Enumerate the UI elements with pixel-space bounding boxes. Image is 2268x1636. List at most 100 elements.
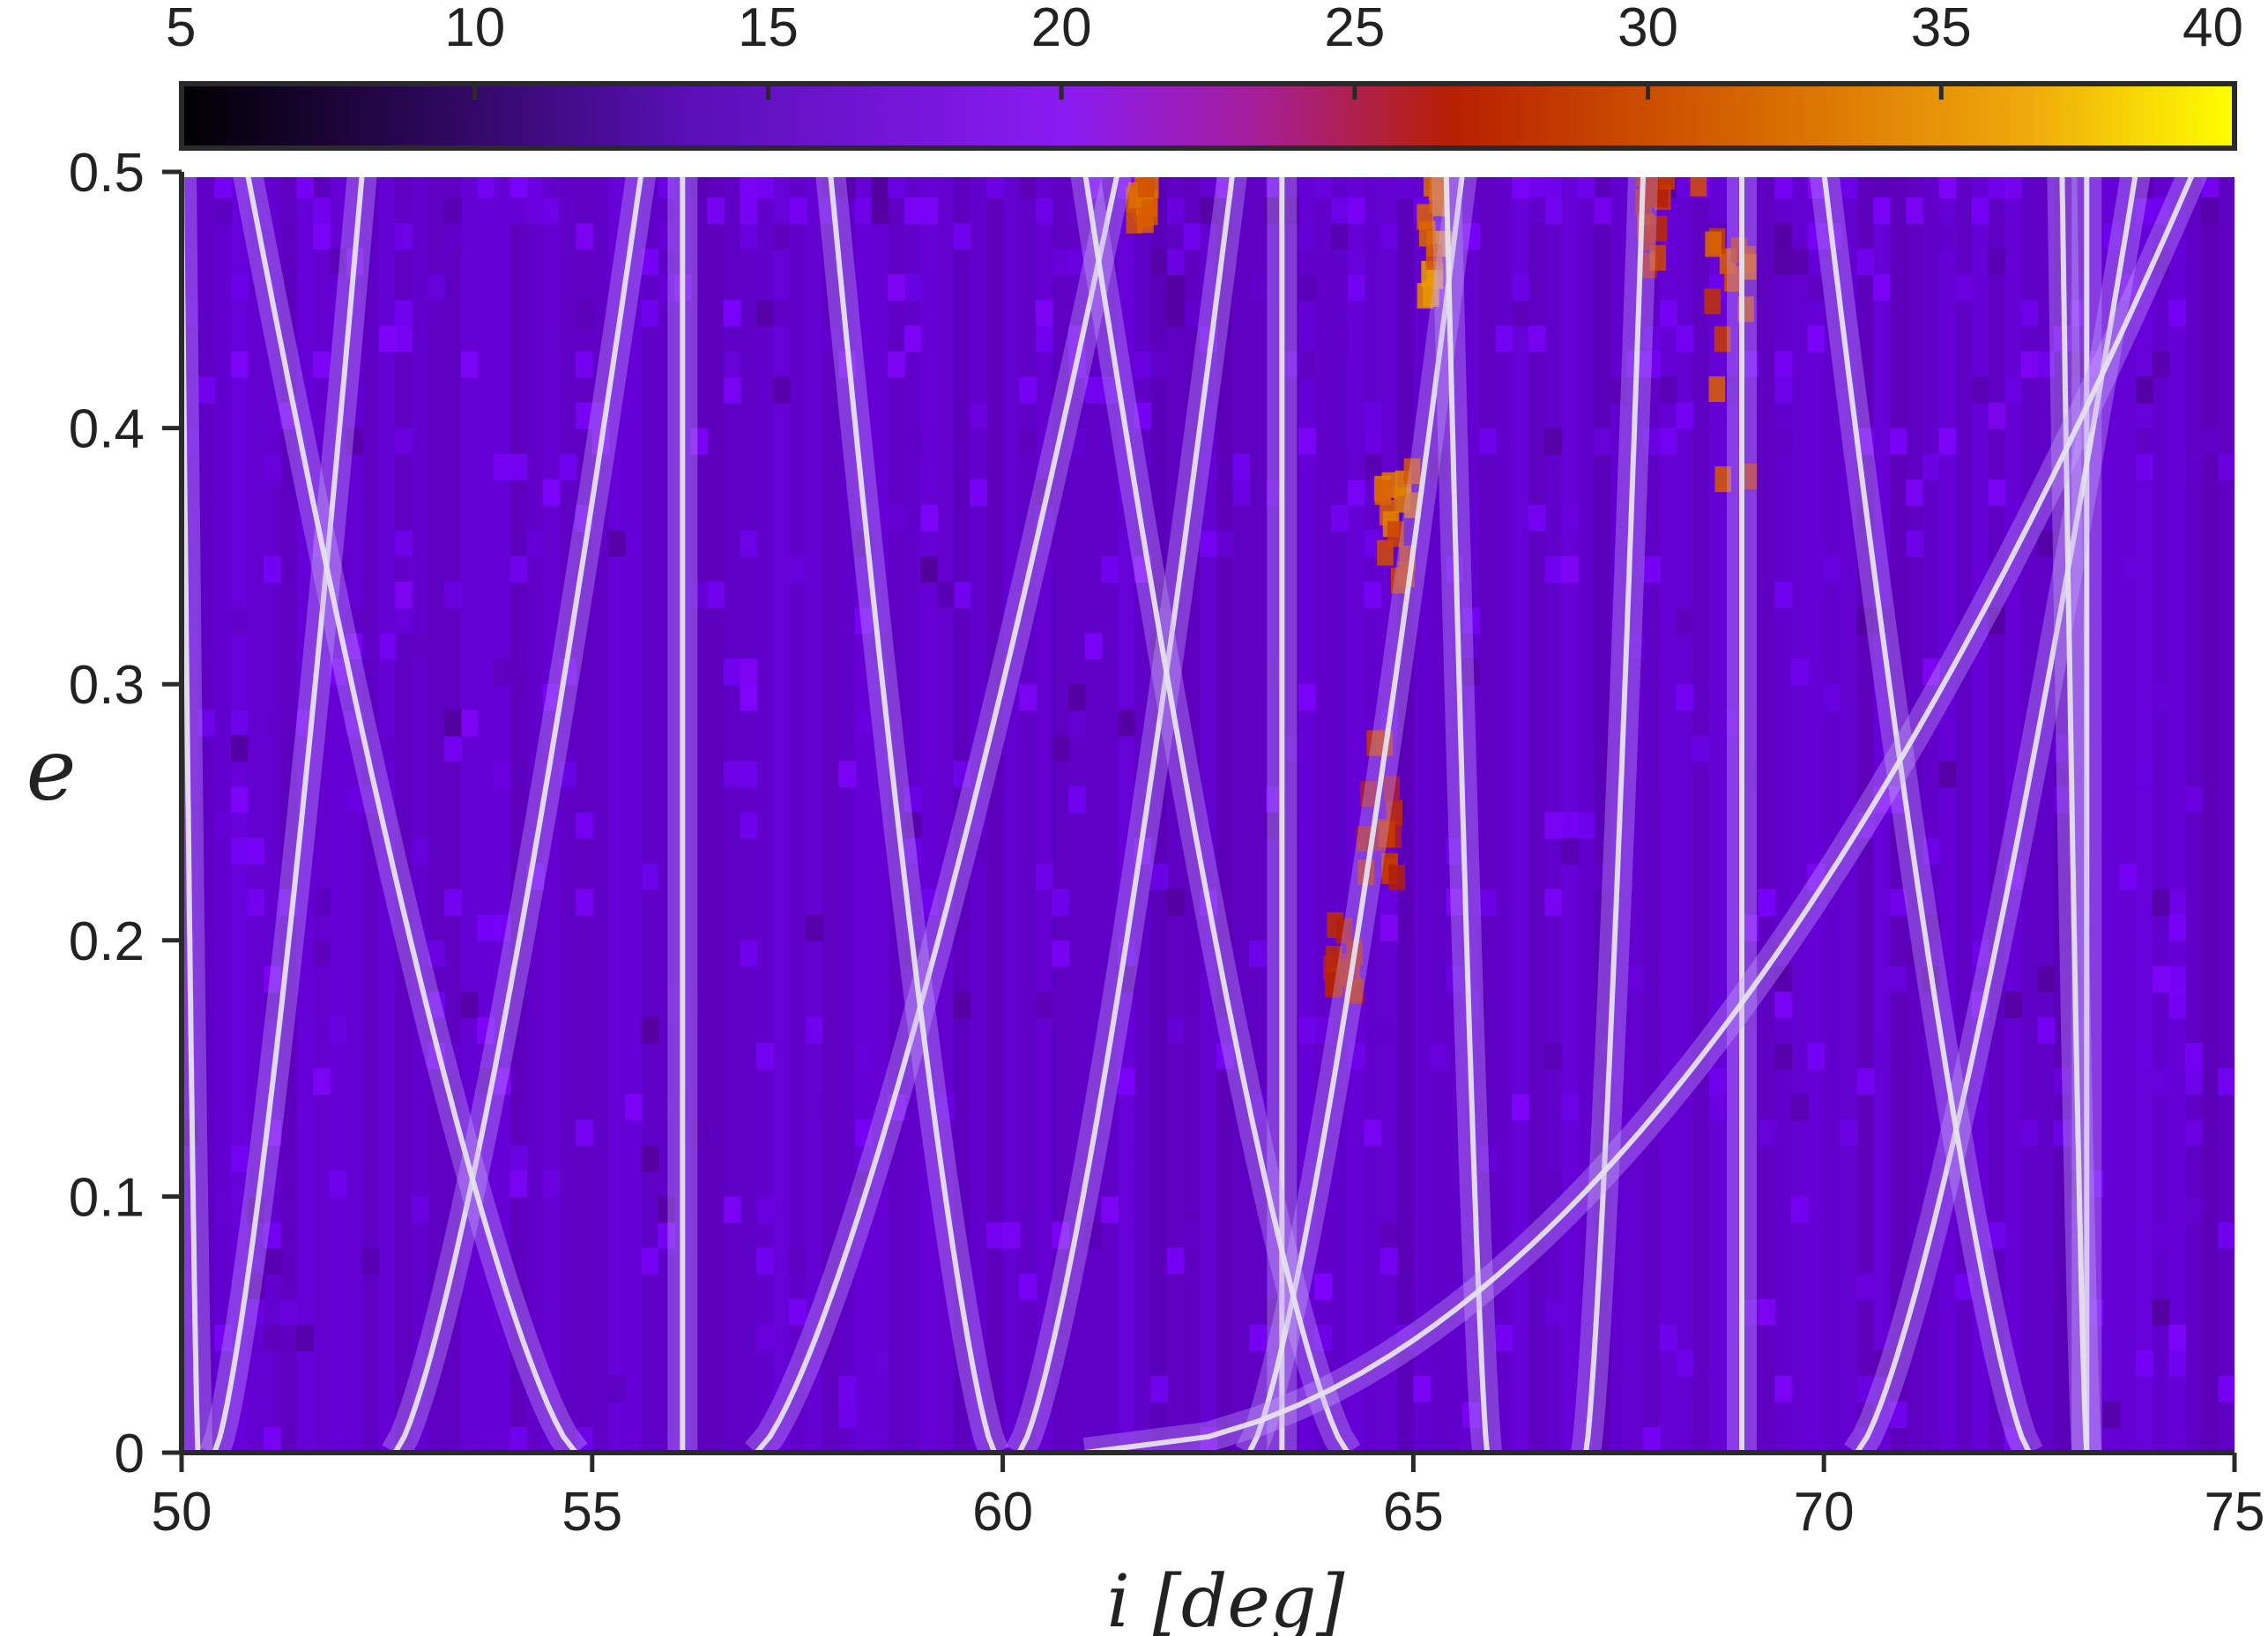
heatmap-cell (2037, 1273, 2056, 1300)
heatmap-hot-cell (1374, 479, 1392, 505)
heatmap-cell (920, 889, 939, 916)
heatmap-hot-cell (1379, 822, 1395, 848)
colorbar-tick-label: 25 (1324, 0, 1385, 58)
heatmap-cell (1873, 197, 1891, 225)
heatmap-cell (1478, 1145, 1497, 1172)
heatmap-cell (230, 607, 249, 635)
heatmap-cell (1758, 1119, 1776, 1147)
heatmap-cell (1742, 914, 1759, 941)
heatmap-cell (1955, 274, 1973, 301)
axes: 50 55 60 65 70 75 0 0.1 0.2 0.3 0.4 0.5 i [deg] e (26, 143, 2265, 1636)
heatmap-cell (641, 1145, 659, 1172)
heatmap-cell (937, 581, 955, 609)
heatmap-cell (2054, 735, 2071, 762)
heatmap-cell (1396, 172, 1415, 199)
heatmap-cell (2070, 376, 2088, 404)
heatmap-cell (1052, 940, 1070, 967)
heatmap-cell (1725, 376, 1744, 404)
heatmap-cell (871, 1350, 889, 1377)
heatmap-cell (740, 223, 758, 250)
heatmap-cell (264, 991, 281, 1018)
heatmap-cell (526, 530, 544, 557)
heatmap-cell (2152, 351, 2170, 378)
heatmap-cell (1856, 1375, 1875, 1402)
heatmap-cell (1364, 453, 1382, 480)
heatmap-cell (329, 1016, 347, 1045)
heatmap-cell (1676, 402, 1694, 429)
heatmap-cell (395, 300, 413, 327)
heatmap-cell (230, 710, 249, 737)
heatmap-cell (1676, 325, 1694, 353)
heatmap-cell (576, 300, 593, 327)
heatmap-cell (2086, 351, 2104, 378)
heatmap-column (411, 172, 429, 1453)
heatmap-cell (1708, 1094, 1727, 1121)
heatmap-cell (1971, 940, 1989, 967)
heatmap-cell (1807, 223, 1826, 250)
heatmap-column (1676, 172, 1694, 1453)
heatmap-cell (690, 581, 709, 609)
heatmap-cell (1265, 1298, 1283, 1326)
heatmap-cell (1380, 1222, 1398, 1249)
heatmap-column (1807, 172, 1826, 1453)
heatmap-cell (1889, 965, 1907, 993)
heatmap-hot-cell (1387, 521, 1404, 547)
heatmap-column (625, 172, 643, 1453)
heatmap-cell (460, 710, 479, 737)
heatmap-cell (1265, 172, 1283, 199)
heatmap-cell (1380, 1016, 1398, 1045)
heatmap-cell (1035, 991, 1053, 1018)
heatmap-cell (1790, 1094, 1809, 1121)
heatmap-cell (1298, 351, 1316, 378)
heatmap-cell (313, 223, 331, 250)
heatmap-cell (428, 274, 446, 301)
heatmap-column (1200, 172, 1217, 1453)
heatmap-column (756, 172, 774, 1453)
heatmap-column (1331, 172, 1349, 1453)
heatmap-cell (460, 351, 479, 378)
heatmap-cell (641, 300, 659, 327)
heatmap-cell (313, 172, 331, 199)
heatmap-cell (1019, 376, 1037, 404)
heatmap-cell (2168, 965, 2187, 993)
heatmap-cell (1150, 1375, 1168, 1402)
heatmap-hot-cell (1705, 231, 1721, 257)
heatmap-cell (1101, 376, 1119, 404)
heatmap-cell (1594, 863, 1611, 890)
heatmap-cell (838, 1375, 856, 1402)
heatmap-cell (1512, 300, 1529, 327)
heatmap-cell (772, 223, 791, 250)
heatmap-cell (1840, 1119, 1858, 1147)
heatmap-column (1084, 172, 1103, 1453)
heatmap-cell (2185, 1068, 2203, 1096)
heatmap-cell (723, 761, 741, 788)
heatmap-cell (1938, 428, 1957, 455)
heatmap-cell (279, 1298, 298, 1326)
heatmap-cell (1676, 1350, 1694, 1377)
heatmap-column (1462, 172, 1480, 1453)
heatmap-cell (756, 300, 774, 327)
heatmap-cell (247, 1298, 265, 1326)
heatmap-column (658, 172, 675, 1453)
heatmap-cell (313, 1068, 331, 1096)
heatmap-cell (1807, 1043, 1826, 1070)
heatmap-cell (641, 1247, 659, 1275)
heatmap-cell (740, 197, 758, 225)
heatmap-cell (1462, 607, 1480, 635)
heatmap-cell (214, 812, 232, 839)
heatmap-cell (2185, 1119, 2203, 1147)
heatmap-cell (740, 940, 758, 967)
heatmap-cell (2168, 1350, 2187, 1377)
y-axis-label: e (26, 721, 77, 820)
heatmap-cell (1790, 658, 1809, 686)
heatmap-column (1019, 172, 1037, 1453)
plot-area (182, 170, 2235, 1453)
heatmap-hot-cell (1740, 464, 1758, 490)
heatmap-column (1298, 172, 1316, 1453)
heatmap-cell (395, 428, 413, 455)
resonance-curve (392, 172, 644, 1453)
heatmap-cell (1216, 530, 1234, 557)
heatmap-cell (1889, 428, 1907, 455)
heatmap-column (1955, 172, 1973, 1453)
